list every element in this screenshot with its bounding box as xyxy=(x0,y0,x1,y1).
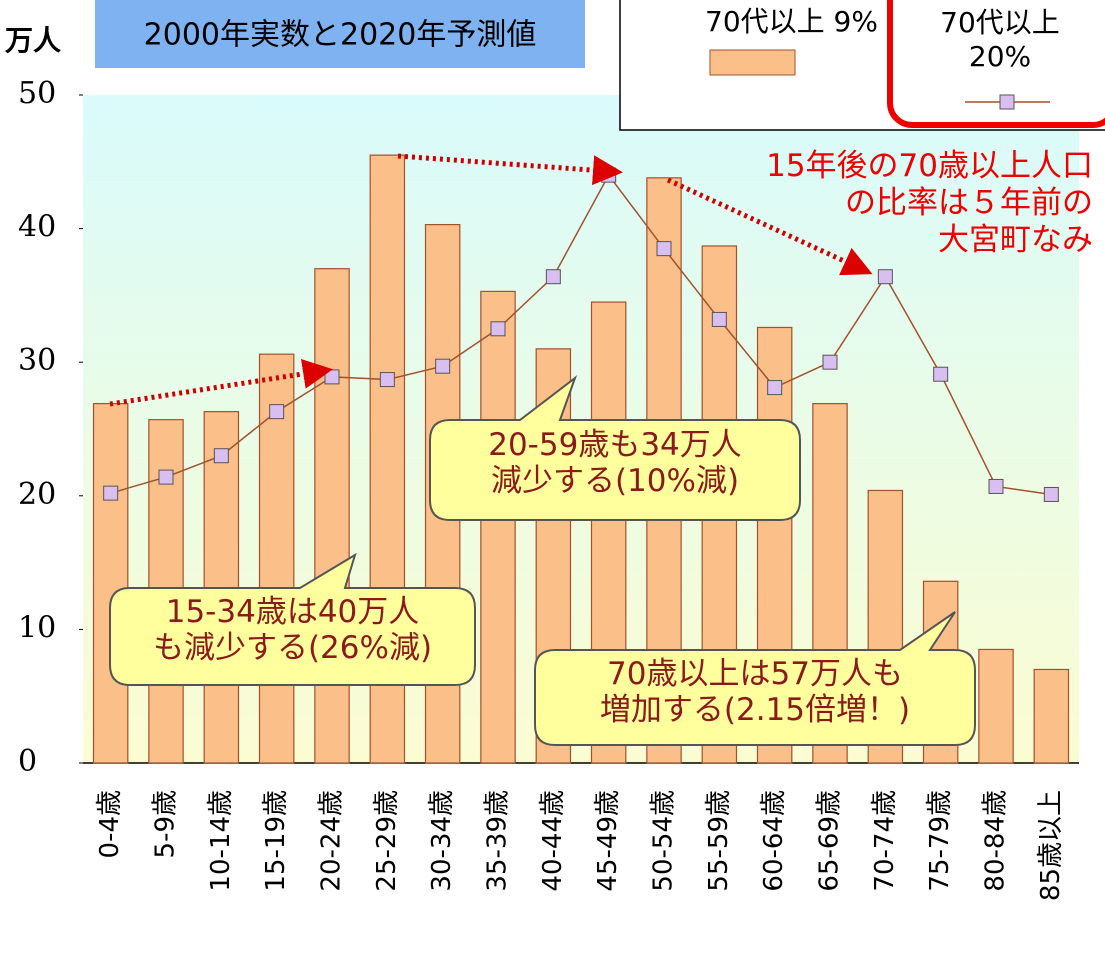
x-tick-label: 70-74歳 xyxy=(870,790,900,892)
marker xyxy=(158,469,174,485)
y-tick-label: 0 xyxy=(18,744,37,779)
legend-bar-swatch xyxy=(709,49,796,76)
x-tick-label: 80-84歳 xyxy=(981,790,1011,892)
marker xyxy=(1043,486,1059,502)
y-tick-label: 50 xyxy=(18,76,56,111)
callout-text: 70歳以上は57万人も 増加する(2.15倍増！) xyxy=(599,656,911,728)
y-tick-label: 20 xyxy=(18,477,56,512)
marker xyxy=(822,354,838,370)
marker xyxy=(435,358,451,374)
x-tick-label: 30-34歳 xyxy=(427,790,457,892)
callout-text: 15-34歳は40万人 も減少する(26%減) xyxy=(152,594,433,666)
bar xyxy=(314,268,350,764)
marker xyxy=(933,366,949,382)
marker xyxy=(656,241,672,257)
x-tick-label: 75-79歳 xyxy=(925,790,955,892)
y-tick-label: 30 xyxy=(18,343,56,378)
legend-label: 70代以上 9% xyxy=(705,5,878,38)
arrow xyxy=(666,177,873,276)
y-tick-label: 40 xyxy=(18,210,56,245)
x-tick-label: 25-29歳 xyxy=(372,790,402,892)
legend-label: 70代以上 20% xyxy=(940,6,1060,73)
bar xyxy=(92,403,129,764)
x-tick-label: 35-39歳 xyxy=(483,790,513,892)
x-tick-label: 10-14歳 xyxy=(206,790,236,892)
callout xyxy=(429,375,801,521)
x-tick-label: 40-44歳 xyxy=(538,790,568,892)
x-tick-label: 0-4歳 xyxy=(95,790,125,858)
marker xyxy=(490,321,506,337)
x-tick-label: 85歳以上 xyxy=(1036,790,1066,901)
x-tick-label: 5-9歳 xyxy=(151,790,181,858)
bar xyxy=(1033,668,1070,764)
marker xyxy=(545,269,561,285)
marker xyxy=(711,311,727,327)
bar xyxy=(258,353,295,764)
callout xyxy=(534,611,976,746)
arrow xyxy=(109,359,333,407)
x-tick-label: 15-19歳 xyxy=(261,790,291,892)
annotation: 15年後の70歳以上人口 の比率は５年前の 大宮町なみ xyxy=(766,148,1093,259)
subtitle-box xyxy=(95,0,585,68)
arrow xyxy=(397,153,623,186)
marker xyxy=(269,404,285,420)
marker xyxy=(877,269,893,285)
x-tick-label: 50-54歳 xyxy=(649,790,679,892)
bar xyxy=(978,648,1014,764)
x-tick-label: 45-49歳 xyxy=(593,790,623,892)
x-tick-label: 65-69歳 xyxy=(815,790,845,892)
callout-text: 20-59歳も34万人 減少する(10%減) xyxy=(488,427,742,499)
line xyxy=(110,173,1052,496)
callout xyxy=(109,552,476,686)
bar xyxy=(480,290,516,764)
marker xyxy=(988,478,1004,494)
y-unit: 万人 xyxy=(5,24,61,57)
marker xyxy=(103,485,119,501)
marker xyxy=(379,372,395,388)
legend-highlight xyxy=(887,0,1105,128)
x-tick-label: 20-24歳 xyxy=(317,790,347,892)
subtitle: 2000年実数と2020年予測値 xyxy=(144,18,537,53)
y-tick-label: 10 xyxy=(18,610,56,645)
x-tick-label: 55-59歳 xyxy=(704,790,734,892)
marker xyxy=(213,448,229,464)
x-tick-label: 60-64歳 xyxy=(759,790,789,892)
marker xyxy=(767,380,783,396)
legend-marker xyxy=(999,94,1015,110)
